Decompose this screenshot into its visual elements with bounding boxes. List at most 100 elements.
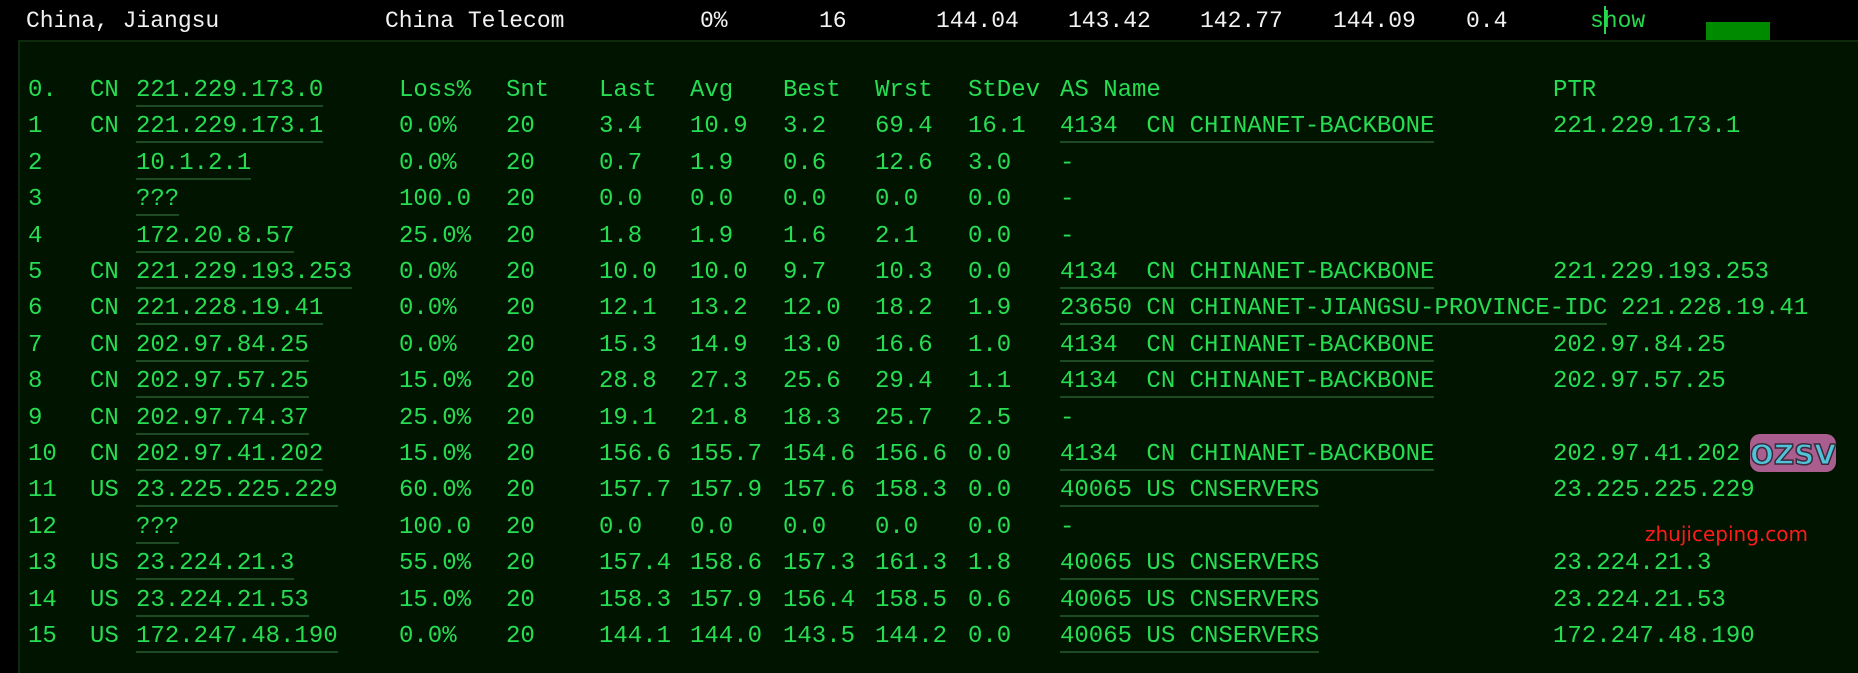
cell-loss: 60.0% — [399, 477, 472, 505]
cell-as[interactable]: 40065 US CNSERVERS — [1060, 550, 1320, 581]
cell-ip[interactable]: 10.1.2.1 — [136, 150, 252, 180]
cell-last: 144.1 — [599, 623, 672, 650]
cell-ip[interactable]: 221.228.19.41 — [136, 295, 324, 326]
cell-avg: 144.0 — [690, 623, 763, 650]
summary-row: China, Jiangsu China Telecom 0% 16 144.0… — [0, 0, 1858, 40]
cell-as: - — [1060, 513, 1075, 541]
cell-stdev: 0.6 — [968, 586, 1012, 614]
cell-as[interactable]: 4134 CN CHINANET-BACKBONE — [1060, 332, 1435, 362]
cell-stdev: 0.0 — [968, 441, 1012, 468]
cell-as: - — [1060, 186, 1075, 214]
cell-avg: 21.8 — [690, 404, 748, 432]
cell-loss: 0.0% — [399, 331, 457, 359]
cell-hop: 1 — [28, 113, 43, 141]
cell-last: 157.7 — [599, 477, 672, 505]
avg: 143.42 — [1068, 8, 1151, 34]
cell-stdev: 1.8 — [968, 550, 1012, 578]
cell-ip[interactable]: 221.229.173.0 — [136, 77, 324, 107]
cell-wrst: 29.4 — [875, 368, 933, 396]
cell-ip[interactable]: ??? — [136, 186, 180, 217]
cell-ip[interactable]: 23.224.21.53 — [136, 587, 309, 617]
cell-as: - — [1060, 404, 1075, 432]
table-row: 4 172.20.8.57 25.0% 20 1.8 1.9 1.6 2.1 0.0 - — [20, 223, 1858, 259]
cell-ip[interactable]: 172.20.8.57 — [136, 223, 295, 253]
show-link[interactable]: show — [1590, 8, 1646, 34]
cell-snt: 20 — [506, 550, 535, 578]
cell-best: 9.7 — [783, 259, 827, 286]
cell-ptr: 221.229.193.253 — [1553, 259, 1770, 286]
cell-as[interactable]: 4134 CN CHINANET-BACKBONE — [1060, 368, 1435, 399]
cell-loss: 25.0% — [399, 222, 472, 250]
table-row: 7 CN 202.97.84.25 0.0% 20 15.3 14.9 13.0 16.6 1.0… — [20, 332, 1858, 368]
cell-ip[interactable]: 23.225.225.229 — [136, 477, 338, 508]
cell-ip[interactable]: 202.97.84.25 — [136, 332, 309, 362]
cell-hop: 7 — [28, 331, 43, 359]
cell-stdev: 1.0 — [968, 331, 1012, 359]
cell-avg: 157.9 — [690, 586, 763, 614]
cell-stdev: 1.9 — [968, 295, 1012, 323]
cell-cc: CN — [90, 404, 119, 432]
cell-ip[interactable]: 202.97.74.37 — [136, 405, 309, 435]
cell-snt: 20 — [506, 623, 535, 650]
cell-snt: 20 — [506, 368, 535, 396]
cell-ptr: 202.97.84.25 — [1553, 331, 1726, 359]
table-row: 5 CN 221.229.193.253 0.0% 20 10.0 10.0 9.7 10.3 0… — [20, 259, 1858, 295]
cell-last: 12.1 — [599, 295, 657, 323]
table-row: 6 CN 221.228.19.41 0.0% 20 12.1 13.2 12.0 18.2 1.… — [20, 295, 1858, 331]
cell-ip[interactable]: 202.97.57.25 — [136, 368, 309, 399]
cell-cc: CN — [90, 441, 119, 468]
cell-ip[interactable]: 202.97.41.202 — [136, 441, 324, 471]
cell-last: 0.0 — [599, 513, 643, 541]
cell-snt: 20 — [506, 513, 535, 541]
cell-ptr: 23.224.21.3 — [1553, 550, 1712, 578]
cell-snt: 20 — [506, 222, 535, 250]
cell-last: 0.0 — [599, 186, 643, 214]
cell-ip[interactable]: ??? — [136, 514, 180, 544]
cell-avg: 13.2 — [690, 295, 748, 323]
cell-ip[interactable]: 221.229.193.253 — [136, 259, 353, 289]
cell-as[interactable]: 23650 CN CHINANET-JIANGSU-PROVINCE-IDC — [1060, 295, 1608, 326]
cell-ptr: PTR — [1553, 77, 1597, 104]
cell-best: 13.0 — [783, 331, 841, 359]
cell-wrst: 10.3 — [875, 259, 933, 286]
cell-avg: 155.7 — [690, 441, 763, 468]
cell-cc: US — [90, 586, 119, 614]
cell-best: 0.0 — [783, 513, 827, 541]
cell-cc: CN — [90, 295, 119, 323]
cell-avg: 0.0 — [690, 513, 734, 541]
cell-loss: 15.0% — [399, 368, 472, 396]
cell-stdev: 2.5 — [968, 404, 1012, 432]
cell-wrst: 158.5 — [875, 586, 948, 614]
cell-as[interactable]: 4134 CN CHINANET-BACKBONE — [1060, 441, 1435, 471]
cell-wrst: 158.3 — [875, 477, 948, 505]
cell-loss: 100.0 — [399, 186, 472, 214]
cell-ip[interactable]: 221.229.173.1 — [136, 113, 324, 144]
cell-stdev: 16.1 — [968, 113, 1026, 141]
last: 144.04 — [936, 8, 1019, 34]
best: 142.77 — [1200, 8, 1283, 34]
cell-best: 157.6 — [783, 477, 856, 505]
cell-snt: 20 — [506, 186, 535, 214]
cell-avg: 27.3 — [690, 368, 748, 396]
cell-best: 156.4 — [783, 586, 856, 614]
cell-as[interactable]: 4134 CN CHINANET-BACKBONE — [1060, 259, 1435, 289]
cell-ip[interactable]: 23.224.21.3 — [136, 550, 295, 581]
cell-as[interactable]: 40065 US CNSERVERS — [1060, 623, 1320, 653]
cell-ptr: 221.228.19.41 — [1621, 295, 1809, 323]
cell-as[interactable]: 40065 US CNSERVERS — [1060, 587, 1320, 617]
stdev: 0.4 — [1466, 8, 1508, 34]
cell-hop: 10 — [28, 441, 57, 468]
cell-avg: 14.9 — [690, 331, 748, 359]
cell-as[interactable]: 4134 CN CHINANET-BACKBONE — [1060, 113, 1435, 144]
table-row: 12??? 100.0 20 0.0 0.0 0.0 0.0 0.0 - — [20, 514, 1858, 550]
cell-as: AS Name — [1060, 77, 1161, 104]
cell-ip[interactable]: 172.247.48.190 — [136, 623, 338, 653]
cell-wrst: Wrst — [875, 77, 933, 104]
cell-hop: 14 — [28, 586, 57, 614]
cell-last: 3.4 — [599, 113, 643, 141]
text-cursor — [1604, 6, 1606, 34]
cell-loss: 25.0% — [399, 404, 472, 432]
cell-hop: 11 — [28, 477, 57, 505]
cell-as[interactable]: 40065 US CNSERVERS — [1060, 477, 1320, 508]
cell-loss: 0.0% — [399, 259, 457, 286]
